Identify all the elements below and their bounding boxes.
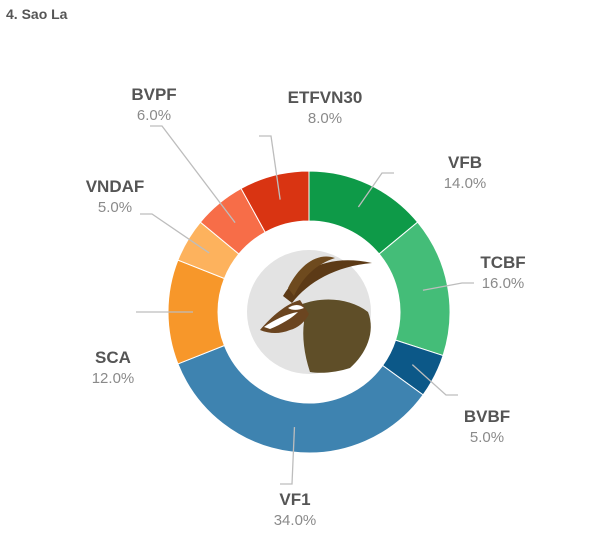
- slice-value-sca: 12.0%: [92, 370, 135, 387]
- slice-value-vfb: 14.0%: [444, 175, 487, 192]
- slice-value-tcbf: 16.0%: [482, 275, 525, 292]
- chart-title: 4. Sao La: [6, 6, 68, 22]
- slice-value-bvpf: 6.0%: [137, 107, 171, 124]
- slice-label-tcbf: TCBF: [480, 253, 525, 272]
- slice-label-etfvn30: ETFVN30: [288, 88, 363, 107]
- leader-line-vf1: [280, 427, 296, 485]
- donut-slices: [167, 170, 451, 454]
- slice-label-vf1: VF1: [279, 490, 310, 509]
- leader-line-vndaf: [140, 213, 210, 254]
- slice-label-bvpf: BVPF: [131, 85, 176, 104]
- slice-value-etfvn30: 8.0%: [308, 110, 342, 127]
- slice-value-vndaf: 5.0%: [98, 199, 132, 216]
- leader-line-etfvn30: [259, 135, 281, 200]
- slice-value-vf1: 34.0%: [274, 512, 317, 529]
- slice-value-bvbf: 5.0%: [470, 429, 504, 446]
- leader-line-bvbf: [411, 364, 458, 396]
- saola-logo: [247, 250, 372, 374]
- slice-label-vndaf: VNDAF: [86, 177, 145, 196]
- slice-label-sca: SCA: [95, 348, 131, 367]
- slice-vf1: [177, 344, 424, 454]
- leader-lines: [136, 125, 474, 485]
- slice-label-vfb: VFB: [448, 153, 482, 172]
- slice-etfvn30: [240, 170, 310, 233]
- leader-line-tcbf: [422, 282, 474, 291]
- leader-line-vfb: [357, 172, 394, 208]
- leader-line-bvpf: [150, 125, 236, 224]
- slice-labels: VFB 14.0% TCBF 16.0% BVBF 5.0% VF1 34.0% SCA 12.0…: [86, 85, 526, 529]
- slice-label-bvbf: BVBF: [464, 407, 510, 426]
